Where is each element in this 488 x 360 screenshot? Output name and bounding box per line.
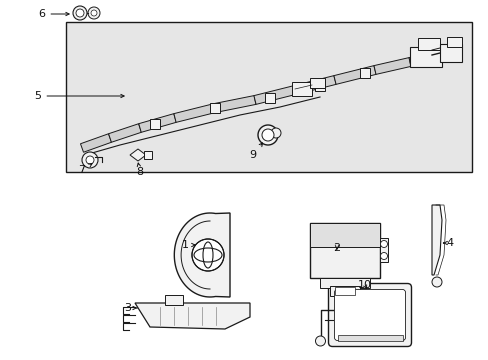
Polygon shape — [293, 76, 335, 94]
Text: 1: 1 — [181, 240, 195, 250]
Bar — [66, 22, 471, 172]
Polygon shape — [130, 149, 146, 161]
Polygon shape — [135, 303, 249, 329]
Bar — [329, 285, 359, 296]
Polygon shape — [214, 96, 255, 112]
Polygon shape — [174, 213, 229, 297]
Bar — [291, 82, 311, 96]
Bar — [359, 68, 369, 78]
Polygon shape — [373, 58, 410, 75]
Circle shape — [380, 240, 386, 248]
Polygon shape — [253, 86, 296, 104]
Bar — [309, 222, 379, 247]
Circle shape — [76, 9, 84, 17]
Text: 9: 9 — [249, 143, 262, 160]
Circle shape — [82, 152, 98, 168]
Polygon shape — [139, 114, 176, 132]
Circle shape — [88, 7, 100, 19]
Bar — [150, 119, 160, 129]
Bar — [417, 38, 439, 50]
FancyBboxPatch shape — [334, 289, 405, 341]
Polygon shape — [408, 51, 445, 66]
Bar — [379, 238, 387, 262]
Bar — [337, 334, 402, 341]
Text: 8: 8 — [136, 163, 143, 177]
Circle shape — [270, 128, 281, 138]
Bar — [143, 151, 152, 159]
Text: 2: 2 — [333, 243, 340, 253]
Bar — [439, 44, 461, 62]
Bar — [309, 78, 325, 88]
Circle shape — [262, 129, 273, 141]
Text: 6: 6 — [39, 9, 69, 19]
Circle shape — [73, 6, 87, 20]
Bar — [309, 222, 379, 278]
Text: 7: 7 — [78, 163, 92, 175]
FancyBboxPatch shape — [328, 284, 411, 346]
Polygon shape — [81, 134, 111, 152]
Circle shape — [380, 252, 386, 260]
Circle shape — [315, 336, 325, 346]
Bar — [409, 47, 441, 67]
Circle shape — [91, 10, 97, 16]
Polygon shape — [108, 124, 141, 142]
Bar — [209, 103, 220, 113]
Text: 3: 3 — [124, 303, 137, 313]
Text: 4: 4 — [443, 238, 453, 248]
Circle shape — [86, 156, 94, 164]
Bar — [164, 295, 183, 305]
Circle shape — [258, 125, 278, 145]
Bar — [314, 81, 325, 91]
Text: 5: 5 — [35, 91, 124, 101]
Bar — [319, 278, 369, 288]
Polygon shape — [174, 104, 216, 122]
Bar — [264, 93, 274, 103]
Circle shape — [192, 239, 224, 271]
Circle shape — [431, 277, 441, 287]
Polygon shape — [333, 66, 375, 84]
Bar — [334, 287, 354, 294]
Bar — [446, 37, 461, 47]
Polygon shape — [431, 205, 441, 275]
Text: 10: 10 — [357, 280, 371, 290]
